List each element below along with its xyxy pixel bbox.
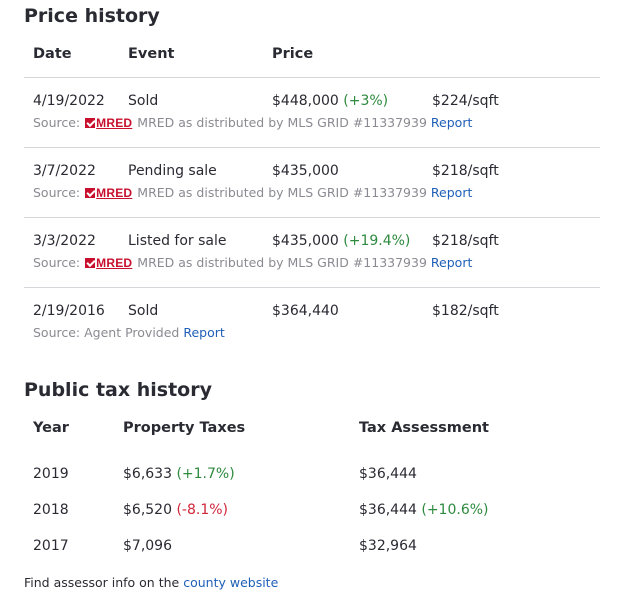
price-change: (+19.4%) bbox=[343, 233, 411, 249]
divider bbox=[24, 287, 600, 288]
price-history-title: Price history bbox=[24, 5, 160, 27]
row-event: Sold bbox=[128, 303, 159, 319]
row-event: Sold bbox=[128, 93, 159, 109]
row-per-sqft: $218/sqft bbox=[432, 163, 499, 179]
mred-logo-text: MRED bbox=[96, 115, 133, 130]
mred-logo-icon bbox=[85, 257, 96, 268]
report-link[interactable]: Report bbox=[183, 325, 225, 340]
tax-history-title: Public tax history bbox=[24, 379, 212, 401]
assessment-change: (+10.6%) bbox=[421, 502, 489, 518]
row-price: $448,000 (+3%) bbox=[272, 93, 388, 109]
mred-logo-icon bbox=[85, 187, 96, 198]
divider bbox=[24, 217, 600, 218]
price-value: $448,000 bbox=[272, 93, 339, 109]
header-price: Price bbox=[272, 46, 314, 62]
source-text: MRED as distributed by MLS GRID #1133793… bbox=[137, 255, 427, 270]
row-date: 4/19/2022 bbox=[33, 93, 105, 109]
tax-change: (-8.1%) bbox=[176, 502, 228, 518]
mred-logo-text: MRED bbox=[96, 185, 133, 200]
row-per-sqft: $224/sqft bbox=[432, 93, 499, 109]
row-price: $435,000 (+19.4%) bbox=[272, 233, 410, 249]
source-prefix: Source: Agent Provided bbox=[33, 325, 180, 340]
price-change: (+3%) bbox=[343, 93, 389, 109]
row-date: 3/7/2022 bbox=[33, 163, 96, 179]
header-year: Year bbox=[33, 420, 69, 436]
mred-logo: MRED bbox=[85, 186, 132, 200]
county-website-link[interactable]: county website bbox=[183, 575, 279, 590]
row-source: Source: Agent Provided Report bbox=[33, 325, 225, 340]
source-prefix: Source: bbox=[33, 255, 81, 270]
mred-logo-text: MRED bbox=[96, 255, 133, 270]
assessment-value: $36,444 bbox=[359, 466, 417, 482]
footer-text: Find assessor info on the bbox=[24, 575, 180, 590]
divider bbox=[24, 147, 600, 148]
assessment-value: $32,964 bbox=[359, 538, 417, 554]
tax-year: 2019 bbox=[33, 466, 69, 482]
row-date: 3/3/2022 bbox=[33, 233, 96, 249]
tax-amount: $6,633 (+1.7%) bbox=[123, 466, 235, 482]
tax-year: 2017 bbox=[33, 538, 69, 554]
tax-value: $7,096 bbox=[123, 538, 172, 554]
price-value: $364,440 bbox=[272, 303, 339, 319]
tax-amount: $6,520 (-8.1%) bbox=[123, 502, 228, 518]
divider bbox=[24, 77, 600, 78]
row-event: Listed for sale bbox=[128, 233, 227, 249]
header-date: Date bbox=[33, 46, 72, 62]
header-event: Event bbox=[128, 46, 175, 62]
tax-value: $6,520 bbox=[123, 502, 172, 518]
source-prefix: Source: bbox=[33, 115, 81, 130]
source-text: MRED as distributed by MLS GRID #1133793… bbox=[137, 115, 427, 130]
row-date: 2/19/2016 bbox=[33, 303, 105, 319]
tax-assessment: $36,444 (+10.6%) bbox=[359, 502, 489, 518]
tax-value: $6,633 bbox=[123, 466, 172, 482]
mred-logo: MRED bbox=[85, 116, 132, 130]
mred-logo-icon bbox=[85, 117, 96, 128]
row-per-sqft: $218/sqft bbox=[432, 233, 499, 249]
mred-logo: MRED bbox=[85, 256, 132, 270]
row-price: $435,000 bbox=[272, 163, 339, 179]
row-per-sqft: $182/sqft bbox=[432, 303, 499, 319]
header-tax-assessment: Tax Assessment bbox=[359, 420, 489, 436]
tax-assessment: $32,964 bbox=[359, 538, 417, 554]
assessor-footer: Find assessor info on the county website bbox=[24, 575, 278, 590]
source-prefix: Source: bbox=[33, 185, 81, 200]
row-source: Source: MRED MRED as distributed by MLS … bbox=[33, 255, 472, 270]
price-value: $435,000 bbox=[272, 163, 339, 179]
row-source: Source: MRED MRED as distributed by MLS … bbox=[33, 185, 472, 200]
assessment-value: $36,444 bbox=[359, 502, 417, 518]
tax-amount: $7,096 bbox=[123, 538, 172, 554]
report-link[interactable]: Report bbox=[430, 115, 473, 130]
row-event: Pending sale bbox=[128, 163, 217, 179]
row-source: Source: MRED MRED as distributed by MLS … bbox=[33, 115, 472, 130]
report-link[interactable]: Report bbox=[430, 255, 473, 270]
row-price: $364,440 bbox=[272, 303, 339, 319]
tax-year: 2018 bbox=[33, 502, 69, 518]
price-value: $435,000 bbox=[272, 233, 339, 249]
tax-assessment: $36,444 bbox=[359, 466, 417, 482]
source-text: MRED as distributed by MLS GRID #1133793… bbox=[137, 185, 427, 200]
tax-change: (+1.7%) bbox=[176, 466, 235, 482]
report-link[interactable]: Report bbox=[430, 185, 473, 200]
header-property-taxes: Property Taxes bbox=[123, 420, 246, 436]
